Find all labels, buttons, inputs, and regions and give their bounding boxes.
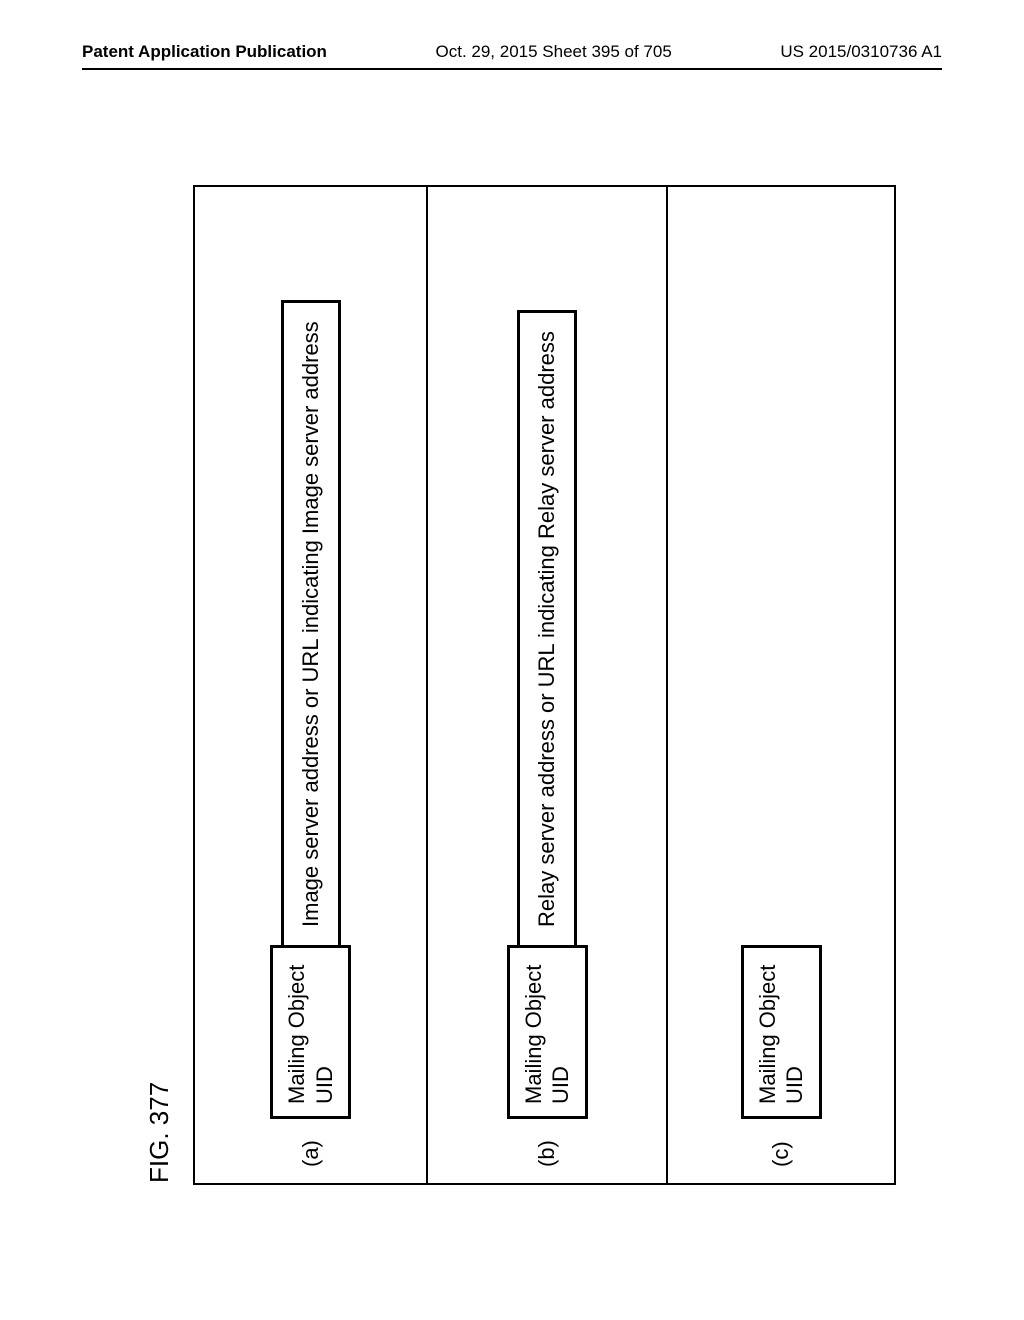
header-right: US 2015/0310736 A1	[780, 42, 942, 62]
header-left: Patent Application Publication	[82, 42, 327, 62]
panel-group: (a) Mailing Object UID Image server addr…	[193, 145, 896, 1185]
panel-c: (c) Mailing Object UID	[668, 185, 896, 1185]
figure-label: FIG. 377	[144, 145, 175, 1183]
panel-tag-b: (b)	[534, 1140, 560, 1167]
uid-box-c: Mailing Object UID	[741, 945, 822, 1119]
uid-box-a: Mailing Object UID	[270, 945, 351, 1119]
address-box-a: Image server address or URL indicating I…	[281, 300, 341, 948]
header-row: Patent Application Publication Oct. 29, …	[82, 42, 942, 62]
uid-box-b: Mailing Object UID	[507, 945, 588, 1119]
header-rule	[82, 68, 942, 70]
figure-area: FIG. 377 (a) Mailing Object UID Image se…	[130, 145, 900, 1205]
panel-b: (b) Mailing Object UID Relay server addr…	[428, 185, 668, 1185]
panel-a: (a) Mailing Object UID Image server addr…	[193, 185, 428, 1185]
rotated-figure: FIG. 377 (a) Mailing Object UID Image se…	[144, 145, 896, 1185]
panel-tag-c: (c)	[768, 1141, 794, 1167]
header-center: Oct. 29, 2015 Sheet 395 of 705	[436, 42, 672, 62]
page-header: Patent Application Publication Oct. 29, …	[0, 42, 1024, 62]
address-box-b: Relay server address or URL indicating R…	[517, 310, 577, 948]
panel-tag-a: (a)	[298, 1140, 324, 1167]
